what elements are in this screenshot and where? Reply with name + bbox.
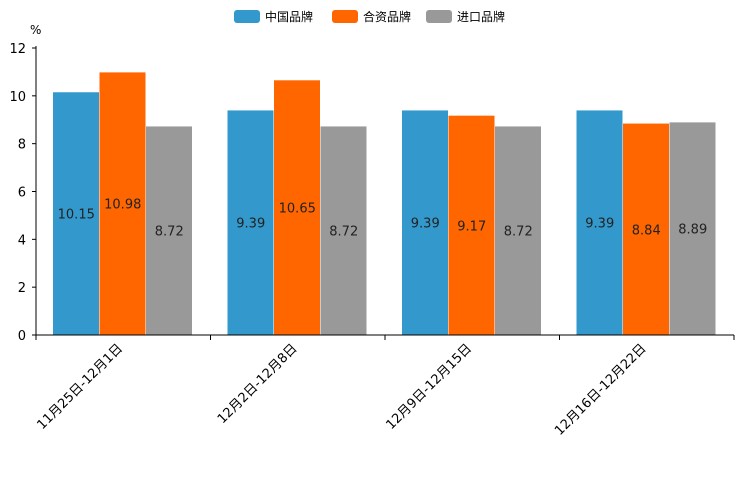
legend-label: 中国品牌: [265, 9, 313, 24]
bar-2-4: [623, 123, 669, 336]
y-tick-label: 4: [18, 233, 26, 248]
legend: 中国品牌 合资品牌 进口品牌: [234, 9, 505, 24]
bar-value-label: 10.65: [279, 202, 316, 217]
bar-value-label: 8.84: [632, 223, 661, 238]
bar-value-label: 8.72: [329, 225, 358, 240]
bar-value-label: 8.72: [155, 225, 184, 240]
bar-value-label: 10.98: [104, 198, 141, 213]
bar-1-1: [53, 92, 99, 335]
y-tick-label: 2: [18, 281, 26, 296]
bar-3-4: [669, 122, 716, 336]
x-category-label: 11月25日-12月1日: [34, 341, 126, 433]
x-axis: 11月25日-12月1日 12月2日-12月8日 12月9日-12月15日 12月16…: [34, 334, 735, 439]
bar-value-label: 9.17: [457, 219, 486, 234]
bars: 10.15 10.98 8.72 9.39 10.65 8.72 9.39 9.17 8.72 9…: [53, 72, 716, 336]
bar-3-1: [146, 126, 192, 336]
x-category-label: 12月2日-12月8日: [215, 341, 301, 427]
bar-1-3: [402, 110, 448, 335]
y-tick-label: 10: [9, 90, 26, 105]
bar-value-label: 10.15: [58, 208, 95, 223]
bar-1-4: [576, 110, 623, 335]
x-category-label: 12月9日-12月15日: [383, 341, 475, 433]
bar-3-3: [495, 126, 541, 336]
y-tick-label: 12: [9, 42, 26, 57]
legend-swatch-1: [234, 10, 260, 23]
legend-swatch-2: [332, 10, 358, 23]
bar-value-label: 9.39: [236, 217, 265, 232]
bar-2-2: [274, 80, 320, 335]
x-category-label: 12月16日-12月22日: [552, 341, 649, 438]
bar-1-2: [227, 110, 274, 335]
bar-value-label: 8.89: [678, 223, 707, 238]
bar-3-2: [320, 126, 367, 336]
legend-label: 合资品牌: [363, 9, 411, 24]
y-axis: 0 2 4 6 8 10 12: [9, 42, 37, 344]
y-tick-label: 0: [18, 329, 26, 344]
legend-label: 进口品牌: [457, 10, 505, 24]
y-tick-label: 8: [18, 138, 26, 153]
bar-value-label: 9.39: [585, 217, 614, 232]
bar-2-3: [448, 115, 495, 335]
bar-value-label: 9.39: [411, 217, 440, 232]
y-axis-unit-label: %: [30, 23, 41, 37]
y-tick-label: 6: [18, 186, 26, 201]
bar-value-label: 8.72: [504, 225, 533, 240]
bar-2-1: [99, 72, 146, 336]
legend-swatch-3: [426, 10, 452, 23]
